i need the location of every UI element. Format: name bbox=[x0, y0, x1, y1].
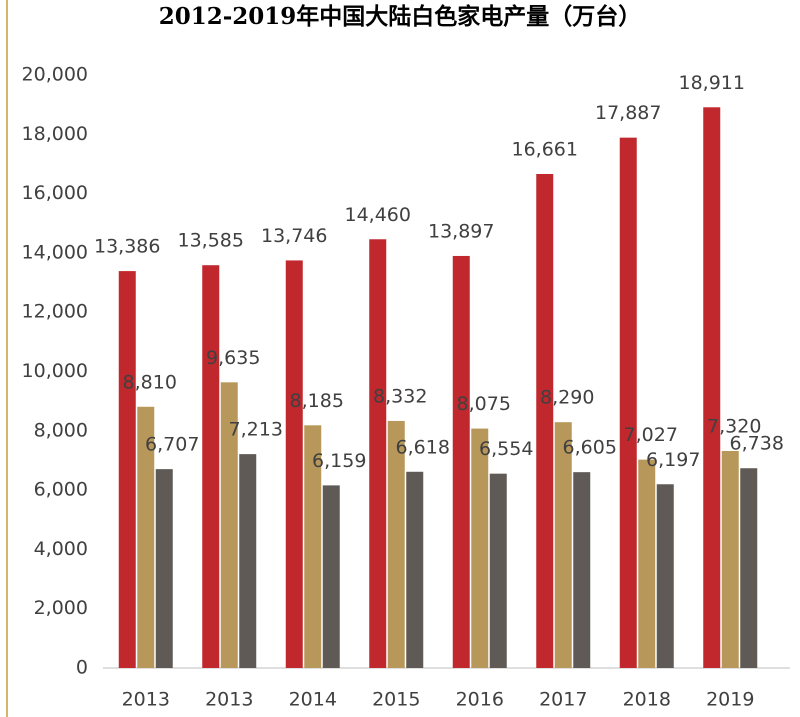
data-label: 6,605 bbox=[563, 437, 617, 459]
data-label: 8,185 bbox=[290, 390, 344, 412]
x-tick-label: 2018 bbox=[623, 689, 671, 711]
bar bbox=[239, 454, 257, 668]
data-label: 9,635 bbox=[206, 347, 260, 369]
x-tick-label: 2015 bbox=[372, 689, 420, 711]
data-label: 6,618 bbox=[396, 436, 450, 458]
y-tick-label: 4,000 bbox=[34, 538, 88, 560]
x-tick-label: 2017 bbox=[539, 689, 587, 711]
chart-title: 2012-2019年中国大陆白色家电产量（万台） bbox=[159, 3, 642, 30]
x-tick-label: 2019 bbox=[706, 689, 754, 711]
data-label: 13,386 bbox=[94, 236, 160, 258]
bar bbox=[573, 472, 591, 668]
data-label: 8,075 bbox=[457, 393, 511, 415]
y-tick-label: 18,000 bbox=[22, 123, 88, 145]
bar bbox=[304, 425, 322, 668]
bar bbox=[137, 406, 155, 668]
y-tick-label: 6,000 bbox=[34, 479, 88, 501]
data-label: 18,911 bbox=[679, 72, 745, 94]
x-tick-label: 2013 bbox=[205, 689, 253, 711]
bar bbox=[740, 468, 758, 668]
bar bbox=[536, 174, 554, 668]
data-label: 6,159 bbox=[312, 450, 366, 472]
bar bbox=[619, 137, 637, 668]
bar bbox=[387, 420, 405, 668]
data-label: 8,810 bbox=[123, 371, 177, 393]
bar bbox=[202, 265, 220, 668]
data-label: 8,290 bbox=[540, 387, 594, 409]
bar bbox=[656, 484, 674, 668]
y-tick-label: 12,000 bbox=[22, 301, 88, 323]
data-label: 7,320 bbox=[707, 415, 761, 437]
bar bbox=[638, 459, 656, 668]
bar bbox=[220, 382, 238, 668]
x-tick-label: 2016 bbox=[456, 689, 504, 711]
bar bbox=[285, 260, 303, 668]
bar bbox=[703, 107, 721, 669]
data-label: 17,887 bbox=[595, 102, 661, 124]
data-label: 7,027 bbox=[624, 424, 678, 446]
y-tick-label: 0 bbox=[76, 657, 88, 679]
bar bbox=[489, 473, 507, 668]
y-tick-label: 14,000 bbox=[22, 241, 88, 263]
bar bbox=[452, 255, 470, 668]
data-label: 7,213 bbox=[229, 419, 283, 441]
bar bbox=[554, 422, 572, 668]
y-tick-label: 8,000 bbox=[34, 419, 88, 441]
data-label: 6,738 bbox=[730, 433, 784, 455]
data-label: 6,197 bbox=[646, 449, 700, 471]
bar bbox=[118, 271, 136, 668]
data-label: 6,554 bbox=[479, 438, 533, 460]
bar bbox=[471, 428, 489, 668]
y-tick-label: 2,000 bbox=[34, 597, 88, 619]
data-label: 8,332 bbox=[373, 385, 427, 407]
data-label: 13,585 bbox=[178, 230, 244, 252]
bar bbox=[369, 239, 387, 669]
bar bbox=[322, 485, 340, 668]
data-label: 13,746 bbox=[261, 225, 327, 247]
bar bbox=[155, 469, 173, 668]
bar bbox=[406, 471, 424, 668]
bar bbox=[721, 450, 739, 668]
y-tick-label: 20,000 bbox=[22, 64, 88, 86]
y-tick-label: 10,000 bbox=[22, 360, 88, 382]
x-tick-label: 2014 bbox=[289, 689, 337, 711]
data-label: 6,707 bbox=[145, 434, 199, 456]
y-tick-label: 16,000 bbox=[22, 182, 88, 204]
x-tick-label: 2013 bbox=[122, 689, 170, 711]
data-label: 13,897 bbox=[428, 220, 494, 242]
data-label: 16,661 bbox=[512, 139, 578, 161]
data-label: 14,460 bbox=[345, 204, 411, 226]
